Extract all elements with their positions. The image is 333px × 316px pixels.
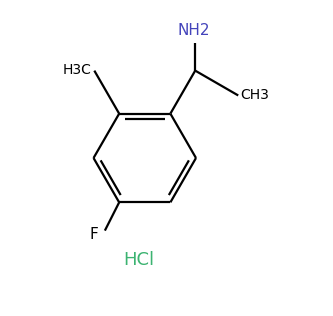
Text: CH3: CH3: [241, 88, 270, 102]
Text: F: F: [90, 227, 99, 241]
Text: H3C: H3C: [63, 63, 92, 77]
Text: NH2: NH2: [177, 23, 210, 38]
Text: HCl: HCl: [123, 252, 154, 270]
